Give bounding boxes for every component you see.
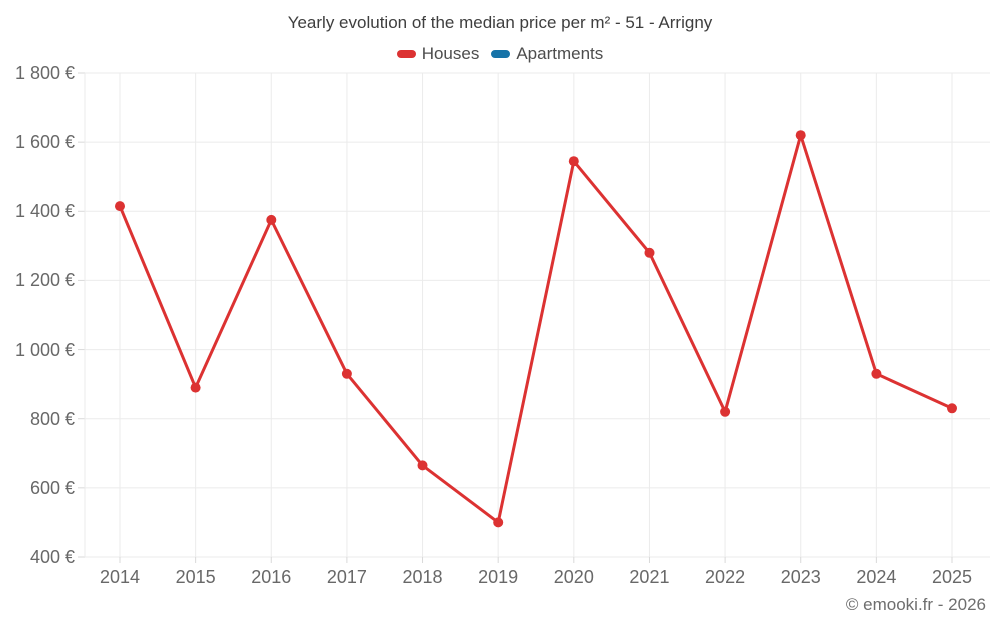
x-tick-label: 2016 (251, 567, 292, 587)
houses-point-2014[interactable] (115, 201, 125, 212)
y-tick-label: 1 000 € (14, 339, 75, 360)
y-tick-label: 600 € (29, 477, 75, 498)
x-tick-label: 2024 (856, 567, 897, 587)
chart-title: Yearly evolution of the median price per… (287, 13, 713, 32)
y-tick-label: 1 600 € (14, 132, 75, 153)
x-tick-label: 2023 (780, 567, 821, 587)
y-tick-label: 1 400 € (14, 201, 75, 222)
houses-point-2019[interactable] (493, 517, 504, 528)
chart-legend: Houses Apartments (0, 44, 1000, 64)
x-tick-label: 2020 (553, 567, 594, 587)
houses-line (118, 133, 954, 524)
houses-point-2016[interactable] (266, 214, 277, 225)
houses-point-2022[interactable] (720, 406, 731, 417)
y-tick-label: 800 € (29, 408, 75, 429)
x-tick-label: 2025 (931, 567, 973, 587)
houses-point-2015[interactable] (190, 382, 201, 393)
x-tick-label: 2017 (326, 567, 367, 587)
y-tick-label: 400 € (29, 547, 75, 567)
x-tick-label: 2015 (175, 567, 216, 587)
legend-item-apartments[interactable]: Apartments (491, 44, 603, 64)
legend-item-houses-label: Houses (421, 44, 480, 63)
houses-point-2024[interactable] (871, 368, 882, 379)
houses-point-2023[interactable] (795, 130, 806, 141)
x-tick-label: 2021 (629, 567, 670, 587)
apartments-series-swatch (491, 50, 511, 58)
x-tick-label: 2018 (402, 567, 443, 587)
houses-point-2018[interactable] (417, 460, 428, 471)
houses-point-2020[interactable] (568, 156, 579, 167)
x-tick-label: 2014 (99, 567, 141, 587)
houses-point-2017[interactable] (341, 368, 352, 379)
y-tick-label: 1 800 € (14, 63, 75, 83)
legend-item-houses[interactable]: Houses (396, 44, 480, 64)
houses-point-2021[interactable] (644, 247, 655, 258)
legend-item-apartments-label: Apartments (516, 44, 604, 63)
y-tick-label: 1 200 € (14, 270, 75, 291)
houses-point-2025[interactable] (947, 403, 957, 414)
x-tick-label: 2022 (705, 567, 746, 587)
houses-series-swatch (396, 50, 416, 58)
x-tick-label: 2019 (478, 567, 519, 587)
chart-credit: © emooki.fr - 2026 (845, 595, 986, 614)
